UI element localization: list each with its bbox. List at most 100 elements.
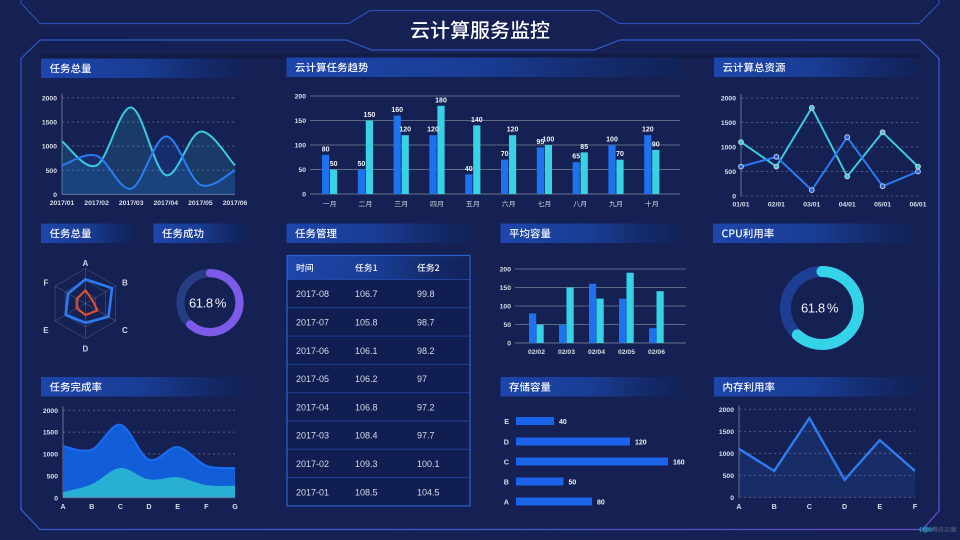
svg-text:2000: 2000	[719, 407, 734, 414]
svg-text:2017-06: 2017-06	[296, 346, 329, 356]
svg-text:C: C	[807, 502, 812, 511]
svg-text:150: 150	[364, 112, 376, 119]
svg-text:85: 85	[580, 144, 588, 151]
svg-text:05/01: 05/01	[874, 202, 891, 209]
svg-text:03/01: 03/01	[803, 202, 820, 209]
svg-text:D: D	[83, 345, 89, 354]
svg-text:120: 120	[507, 127, 519, 134]
svg-text:100: 100	[543, 137, 555, 144]
svg-text:A: A	[504, 498, 509, 507]
svg-text:70: 70	[501, 151, 509, 158]
svg-text:108.4: 108.4	[355, 431, 378, 441]
svg-text:100: 100	[500, 304, 512, 311]
svg-text:2017-07: 2017-07	[296, 317, 329, 327]
svg-text:02/02: 02/02	[528, 349, 545, 356]
svg-text:A: A	[83, 259, 89, 268]
svg-text:2017/04: 2017/04	[154, 200, 179, 207]
svg-text:2000: 2000	[43, 408, 58, 415]
svg-text:98.7: 98.7	[417, 317, 435, 327]
svg-text:120: 120	[399, 127, 411, 134]
svg-text:B: B	[89, 502, 94, 511]
svg-text:150: 150	[500, 285, 512, 292]
svg-text:99.8: 99.8	[417, 289, 435, 299]
svg-text:100.1: 100.1	[417, 459, 440, 469]
svg-text:61.8 %: 61.8 %	[189, 295, 227, 310]
svg-text:1000: 1000	[721, 145, 736, 152]
svg-text:0: 0	[54, 495, 58, 502]
svg-text:A: A	[736, 502, 741, 511]
svg-text:B: B	[504, 478, 509, 487]
svg-text:500: 500	[723, 473, 735, 480]
svg-text:90: 90	[652, 141, 660, 148]
svg-text:E: E	[877, 502, 882, 511]
svg-text:F: F	[913, 502, 918, 511]
svg-text:2017/02: 2017/02	[84, 200, 109, 207]
svg-text:61.8 %: 61.8 %	[801, 301, 839, 316]
svg-text:E: E	[43, 326, 49, 335]
svg-text:100: 100	[606, 137, 618, 144]
svg-text:109.3: 109.3	[355, 459, 378, 469]
svg-text:06/01: 06/01	[909, 202, 926, 209]
svg-text:E: E	[175, 502, 180, 511]
svg-text:02/03: 02/03	[558, 349, 575, 356]
svg-text:2017-05: 2017-05	[296, 374, 329, 384]
svg-text:50: 50	[298, 167, 306, 174]
svg-text:80: 80	[322, 146, 330, 153]
svg-text:1500: 1500	[42, 119, 57, 126]
svg-text:F: F	[204, 502, 209, 511]
svg-text:A: A	[60, 502, 65, 511]
svg-text:C: C	[118, 502, 123, 511]
svg-text:B: B	[122, 279, 128, 288]
svg-text:120: 120	[635, 440, 647, 447]
svg-text:65: 65	[572, 154, 580, 161]
svg-text:120: 120	[642, 127, 654, 134]
svg-text:1000: 1000	[43, 452, 58, 459]
svg-text:97.7: 97.7	[417, 431, 435, 441]
svg-text:0: 0	[302, 192, 306, 199]
svg-text:500: 500	[725, 169, 737, 176]
svg-text:2017-02: 2017-02	[296, 459, 329, 469]
svg-text:98.2: 98.2	[417, 346, 435, 356]
svg-text:D: D	[842, 502, 847, 511]
svg-text:1500: 1500	[721, 120, 736, 127]
svg-text:04/01: 04/01	[839, 202, 856, 209]
svg-text:120: 120	[427, 127, 439, 134]
svg-text:0: 0	[730, 495, 734, 502]
svg-text:F: F	[44, 279, 49, 288]
svg-text:500: 500	[47, 473, 59, 480]
svg-text:200: 200	[295, 94, 307, 101]
svg-text:2017-04: 2017-04	[296, 402, 329, 412]
svg-text:D: D	[504, 438, 509, 447]
svg-text:50: 50	[330, 161, 338, 168]
svg-text:500: 500	[46, 168, 58, 175]
svg-text:2017/03: 2017/03	[119, 200, 144, 207]
svg-text:150: 150	[295, 118, 307, 125]
svg-text:160: 160	[391, 107, 403, 114]
svg-text:50: 50	[503, 322, 511, 329]
svg-text:D: D	[146, 502, 151, 511]
svg-text:180: 180	[435, 97, 447, 104]
svg-text:02/06: 02/06	[648, 349, 665, 356]
svg-text:40: 40	[465, 166, 473, 173]
svg-text:106.1: 106.1	[355, 346, 378, 356]
svg-text:106.8: 106.8	[355, 402, 378, 412]
svg-text:0: 0	[53, 192, 57, 199]
svg-text:0: 0	[732, 194, 736, 201]
svg-text:200: 200	[500, 267, 512, 274]
svg-text:C: C	[122, 326, 128, 335]
svg-text:50: 50	[569, 480, 577, 487]
svg-text:108.5: 108.5	[355, 487, 378, 497]
svg-text:1000: 1000	[719, 451, 734, 458]
svg-text:70: 70	[616, 151, 624, 158]
svg-text:0: 0	[507, 341, 511, 348]
svg-text:2000: 2000	[42, 95, 57, 102]
svg-text:2017/05: 2017/05	[188, 200, 213, 207]
svg-text:02/04: 02/04	[588, 349, 605, 356]
svg-text:140: 140	[471, 117, 483, 124]
svg-text:1000: 1000	[42, 144, 57, 151]
svg-text:1500: 1500	[719, 429, 734, 436]
svg-text:104.5: 104.5	[417, 487, 440, 497]
svg-text:40: 40	[559, 419, 567, 426]
svg-text:C: C	[504, 458, 509, 467]
svg-text:02/01: 02/01	[768, 202, 785, 209]
